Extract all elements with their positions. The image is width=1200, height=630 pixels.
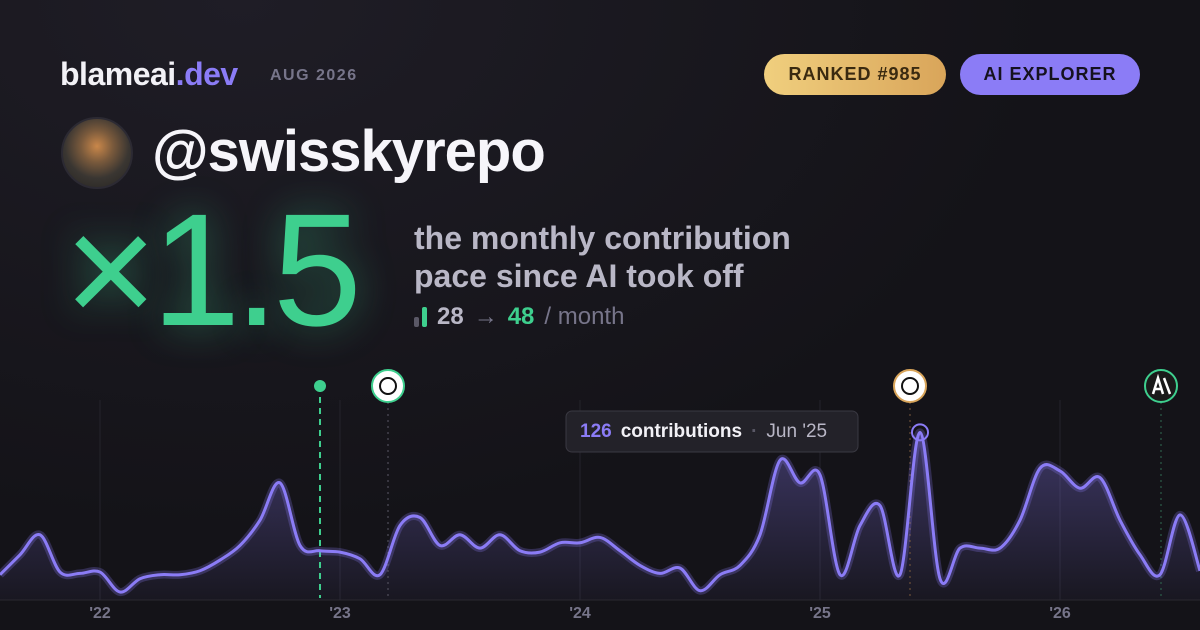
tooltip-sep: · — [751, 421, 757, 442]
tooltip: 126 contributions · Jun '25 — [565, 410, 859, 453]
pace-before: 28 — [437, 303, 464, 330]
highlight-ring — [911, 423, 929, 442]
avatar — [61, 117, 133, 189]
event-icon-glyph — [1151, 373, 1172, 395]
badge-pill: AI EXPLORER — [960, 54, 1140, 95]
handle: @swisskyrepo — [152, 119, 546, 184]
tooltip-label: contributions — [621, 421, 742, 442]
description-line: pace since AI took off — [414, 258, 744, 294]
tooltip-text: 126 contributions · Jun '25 — [580, 421, 827, 442]
description-line: the monthly contribution — [414, 220, 791, 256]
brand-name: blameai — [60, 56, 176, 92]
rank-pill: RANKED #985 — [764, 54, 946, 95]
x-tick-label: '22 — [89, 605, 111, 622]
tooltip-value: 126 — [580, 421, 612, 442]
x-tick-label: '26 — [1049, 605, 1071, 622]
brand-suffix: .dev — [175, 56, 239, 92]
pace-arrow: → — [473, 303, 498, 330]
pace-after: 48 — [507, 303, 535, 330]
tooltip-box — [565, 410, 859, 453]
event-icon — [893, 369, 927, 403]
tooltip-date: Jun '25 — [766, 421, 827, 442]
pace-icon — [414, 307, 427, 327]
event-icon — [371, 369, 405, 403]
x-tick-label: '24 — [569, 605, 591, 622]
date: AUG 2026 — [270, 67, 358, 84]
event-icon-glyph — [901, 377, 919, 395]
brand: blameai.dev — [60, 56, 238, 93]
event-icon-glyph — [379, 377, 397, 395]
multiplier: ×1.5 — [64, 180, 362, 359]
pace-unit: / month — [544, 303, 625, 330]
event-dot — [314, 380, 326, 392]
x-tick-label: '25 — [809, 605, 831, 622]
area — [0, 432, 1200, 600]
pace: 28 → 48 / month — [414, 303, 624, 331]
line — [0, 430, 1200, 594]
x-tick-label: '23 — [329, 605, 351, 622]
